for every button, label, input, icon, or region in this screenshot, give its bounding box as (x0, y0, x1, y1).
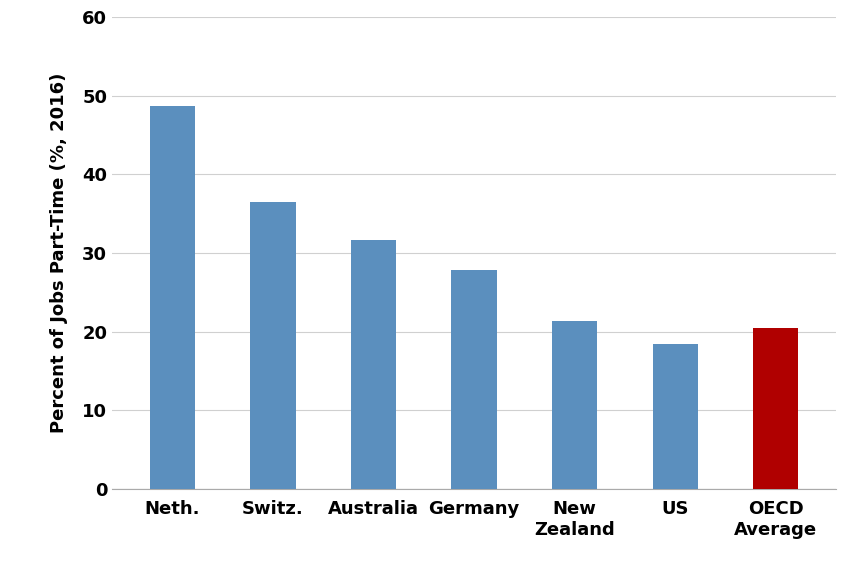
Bar (150, 106, 195, 489)
Bar (250, 202, 295, 489)
Bar (652, 344, 697, 489)
Bar (350, 240, 396, 489)
Bar (551, 321, 597, 489)
Bar (451, 270, 496, 489)
Y-axis label: Percent of Jobs Part-Time (%, 2016): Percent of Jobs Part-Time (%, 2016) (50, 73, 68, 433)
Bar (753, 328, 797, 489)
